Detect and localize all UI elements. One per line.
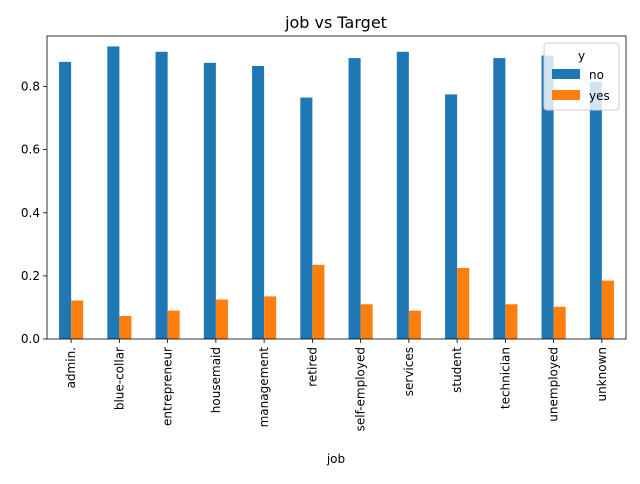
bar-yes-admin xyxy=(71,300,84,339)
x-tick-label: student xyxy=(450,347,464,393)
legend-swatch-yes xyxy=(552,90,580,100)
x-tick-label: technician xyxy=(498,347,512,409)
x-tick-label: blue-collar xyxy=(112,347,126,410)
bar-yes-management xyxy=(264,296,277,339)
bar-yes-blue-collar xyxy=(119,315,132,339)
bar-no-unemployed xyxy=(541,55,554,339)
bar-no-student xyxy=(445,94,458,339)
bar-no-entrepreneur xyxy=(155,51,168,339)
plot-area: 0.0 0.2 0.4 0.6 0.8 admin. blue-collar entrepre… xyxy=(21,35,627,431)
x-tick-label: unemployed xyxy=(547,347,561,422)
bar-no-services xyxy=(396,51,409,339)
x-tick-label: unknown xyxy=(595,347,609,402)
x-tick-label: entrepreneur xyxy=(161,347,175,426)
bar-yes-services xyxy=(408,310,421,339)
legend-title: y xyxy=(578,49,585,63)
bar-yes-self-employed xyxy=(360,304,373,339)
bar-yes-entrepreneur xyxy=(167,310,180,339)
legend-swatch-no xyxy=(552,69,580,79)
bar-no-unknown xyxy=(589,81,602,339)
plot-frame xyxy=(46,35,627,340)
legend-label-yes: yes xyxy=(589,89,610,103)
x-tick-label: self-employed xyxy=(354,347,368,431)
legend-label-no: no xyxy=(589,68,604,82)
legend: yno yes xyxy=(543,42,620,111)
x-tick-label: management xyxy=(257,347,271,428)
bar-yes-unemployed xyxy=(553,306,566,339)
y-tick-label: 0.4 xyxy=(21,206,40,220)
bar-no-technician xyxy=(493,58,506,339)
x-tick-label: housemaid xyxy=(209,347,223,413)
y-tick-label: 0.6 xyxy=(21,143,40,157)
chart-title: job vs Target xyxy=(284,13,387,32)
y-tick-label: 0.0 xyxy=(21,332,40,346)
bar-no-blue-collar xyxy=(107,46,120,340)
bar-no-self-employed xyxy=(348,58,361,339)
y-tick-label: 0.2 xyxy=(21,269,40,283)
bar-no-retired xyxy=(300,97,313,339)
bar-no-management xyxy=(252,65,265,339)
bar-yes-technician xyxy=(505,304,518,339)
bar-no-housemaid xyxy=(203,62,216,339)
bar-yes-student xyxy=(457,267,470,339)
x-tick-label: retired xyxy=(305,347,319,387)
bar-yes-retired xyxy=(312,264,325,339)
bar-no-admin xyxy=(59,61,72,339)
x-tick-label: admin. xyxy=(64,347,78,388)
x-tick-label: services xyxy=(402,347,416,396)
bar-yes-housemaid xyxy=(215,299,228,339)
x-axis-label: job xyxy=(326,452,345,466)
bar-yes-unknown xyxy=(601,280,614,339)
y-tick-label: 0.8 xyxy=(21,80,40,94)
